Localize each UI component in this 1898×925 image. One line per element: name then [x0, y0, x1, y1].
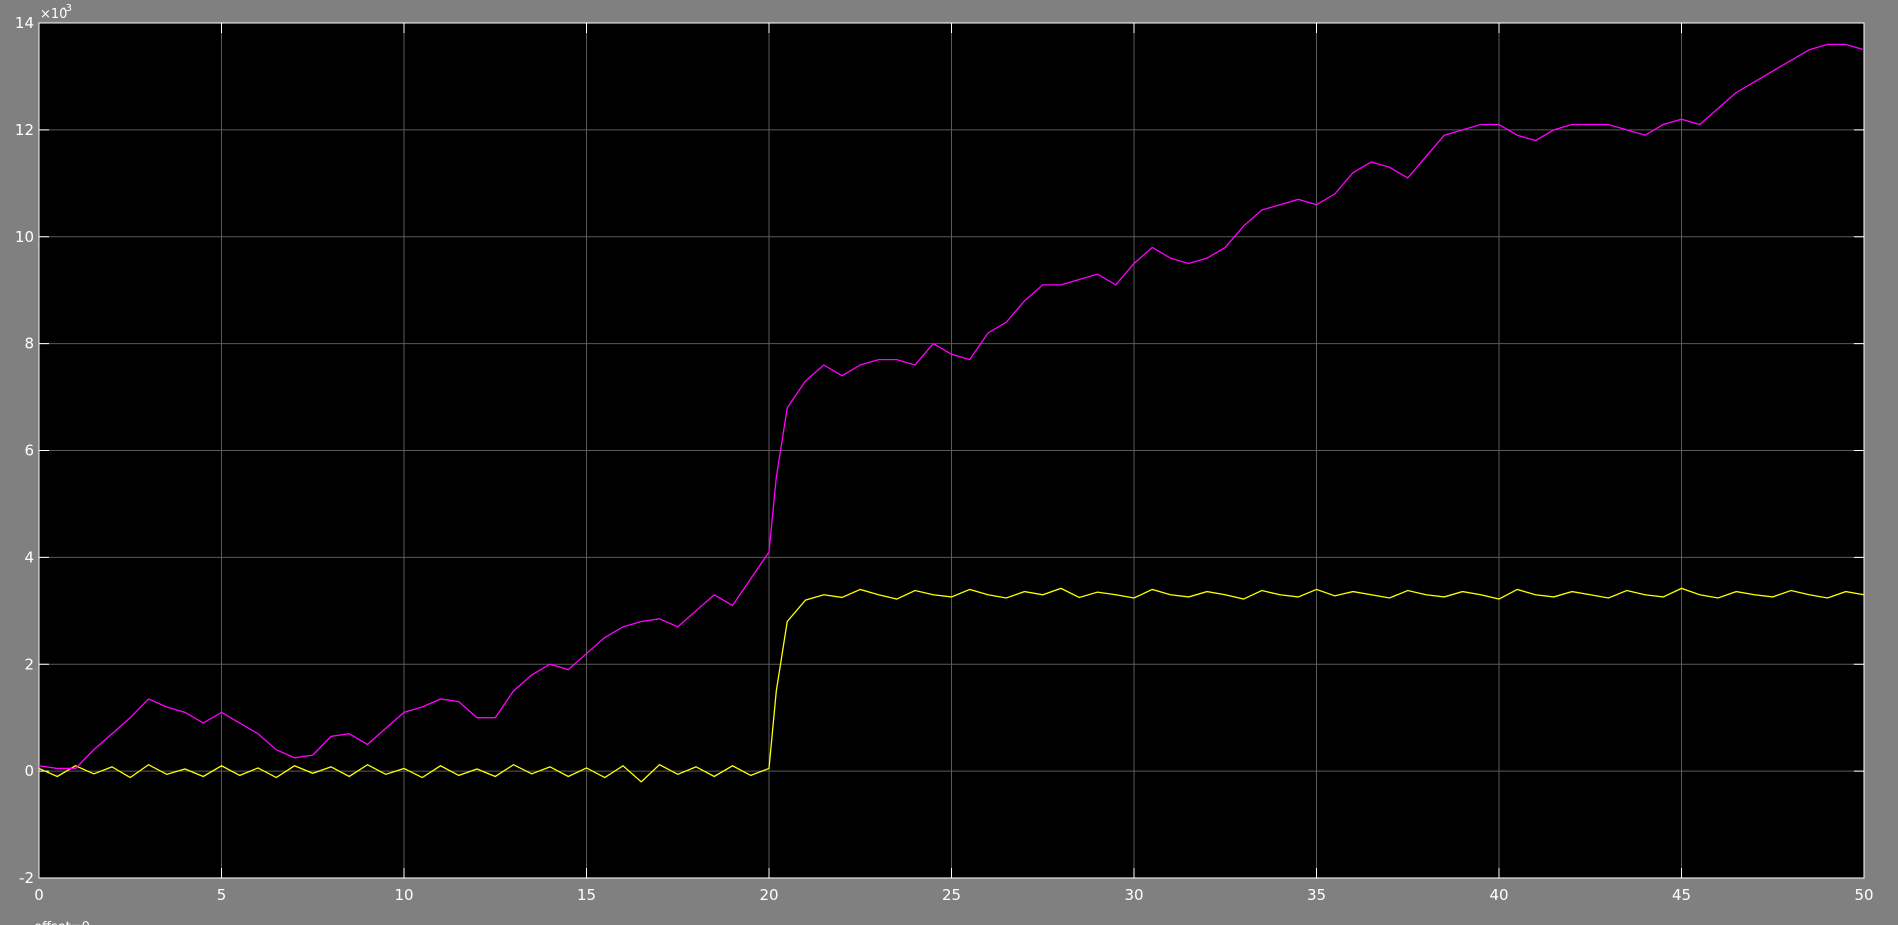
y-tick-label: 2 — [24, 655, 34, 673]
x-tick-label: 5 — [217, 886, 227, 904]
y-tick-label: -2 — [19, 869, 34, 887]
y-tick-label: 8 — [24, 335, 34, 353]
y-tick-label: 10 — [15, 228, 34, 246]
y-scale-base: ×10 — [40, 7, 67, 22]
x-tick-label: 15 — [577, 886, 596, 904]
x-tick-label: 45 — [1672, 886, 1691, 904]
x-tick-label: 25 — [942, 886, 961, 904]
y-tick-label: 6 — [24, 442, 34, 460]
x-tick-label: 50 — [1854, 886, 1873, 904]
x-tick-label: 0 — [34, 886, 44, 904]
line-series — [38, 587, 1865, 783]
line-series — [38, 43, 1865, 770]
x-tick-label: 30 — [1124, 886, 1143, 904]
y-tick-label: 12 — [15, 121, 34, 139]
x-tick-label: 10 — [394, 886, 413, 904]
x-tick-label: 35 — [1307, 886, 1326, 904]
y-tick-label: 0 — [24, 762, 34, 780]
y-tick-label: 4 — [24, 548, 34, 566]
footer: offset=0 — [34, 920, 90, 925]
x-tick-label: 20 — [759, 886, 778, 904]
y-scale-exponent: -3 — [62, 3, 72, 14]
plot-border — [38, 22, 1865, 879]
y-tick-label: 14 — [15, 14, 34, 32]
x-tick-label: 40 — [1489, 886, 1508, 904]
